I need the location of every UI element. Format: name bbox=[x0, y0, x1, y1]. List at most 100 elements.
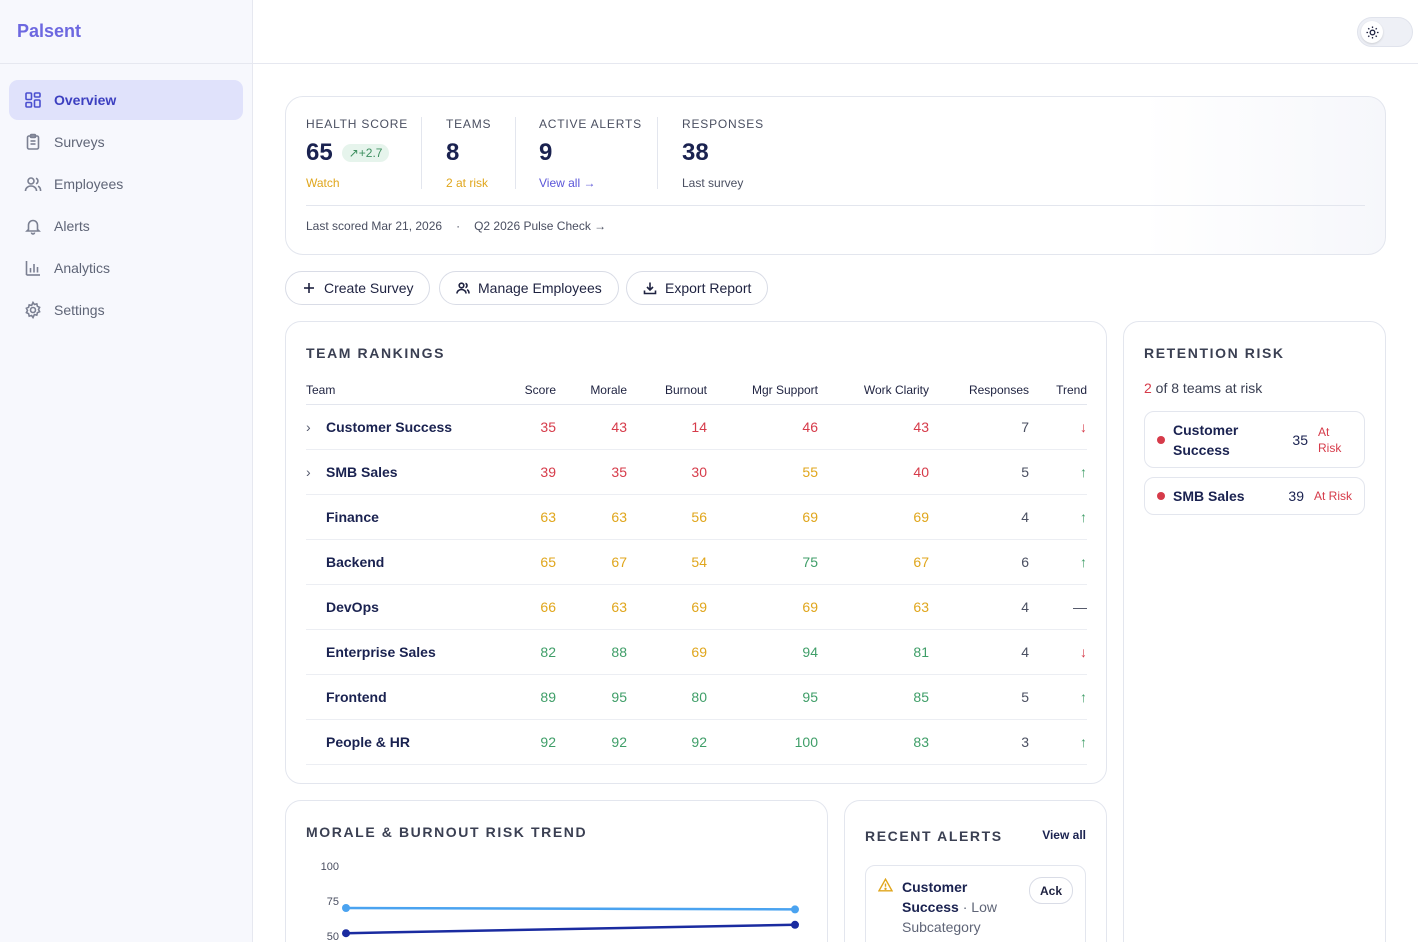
burnout-cell: 14 bbox=[627, 404, 707, 450]
score-cell: 89 bbox=[496, 674, 556, 720]
mgr-support-cell: 95 bbox=[707, 674, 818, 720]
chevron-right-icon[interactable]: › bbox=[306, 418, 311, 435]
sidebar-item-label: Surveys bbox=[54, 134, 105, 150]
teams-stat: TEAMS 8 2 at risk bbox=[446, 117, 491, 190]
team-cell: › SMB Sales bbox=[306, 449, 496, 495]
chevron-right-icon[interactable]: › bbox=[306, 463, 311, 480]
risk-item-smb-sales[interactable]: SMB Sales 39 At Risk bbox=[1144, 477, 1365, 515]
burnout-cell: 92 bbox=[627, 719, 707, 765]
sidebar-item-employees[interactable]: Employees bbox=[9, 164, 243, 204]
responses-value: 38 bbox=[682, 139, 709, 166]
stat-divider bbox=[421, 117, 422, 189]
tag-line: Risk bbox=[1318, 440, 1342, 455]
data-point[interactable] bbox=[342, 929, 350, 938]
stat-divider bbox=[657, 117, 658, 189]
sidebar-item-overview[interactable]: Overview bbox=[9, 80, 243, 120]
team-cell: Backend bbox=[306, 539, 496, 585]
work-clarity-cell: 63 bbox=[818, 584, 929, 630]
trend-cell: — bbox=[1029, 584, 1087, 630]
sun-icon bbox=[1361, 21, 1383, 43]
responses-cell: 4 bbox=[929, 494, 1029, 540]
theme-toggle[interactable] bbox=[1357, 17, 1413, 47]
team-name: Finance bbox=[326, 508, 379, 525]
card-title: TEAM RANKINGS bbox=[306, 345, 446, 361]
score-cell: 65 bbox=[496, 539, 556, 585]
ack-button[interactable]: Ack bbox=[1028, 877, 1073, 904]
bar-chart-icon bbox=[24, 259, 42, 277]
team-name-line: Customer bbox=[1173, 421, 1239, 438]
table-row: DevOps 66 63 69 69 63 4— bbox=[306, 584, 1087, 630]
column-header[interactable]: Trend bbox=[1029, 376, 1087, 405]
health-delta-badge: ↗+2.7 bbox=[341, 144, 390, 162]
burnout-cell: 69 bbox=[627, 584, 707, 630]
risk-dot bbox=[1157, 492, 1165, 500]
column-header[interactable]: Mgr Support bbox=[707, 376, 818, 405]
score-cell: 66 bbox=[496, 584, 556, 630]
column-header[interactable]: Score bbox=[496, 376, 556, 405]
work-clarity-cell: 81 bbox=[818, 629, 929, 675]
divider bbox=[306, 205, 1365, 206]
survey-link[interactable]: Q2 2026 Pulse Check → bbox=[474, 219, 607, 233]
risk-summary: 2 of 8 teams at risk bbox=[1144, 380, 1262, 396]
column-header[interactable]: Burnout bbox=[627, 376, 707, 405]
data-point[interactable] bbox=[342, 904, 350, 912]
sidebar-item-surveys[interactable]: Surveys bbox=[9, 122, 243, 162]
y-tick-label: 50 bbox=[327, 931, 339, 942]
active-alerts-stat: ACTIVE ALERTS 9 View all → bbox=[539, 117, 642, 190]
data-point[interactable] bbox=[791, 920, 799, 929]
alert-team: Success bbox=[902, 899, 959, 915]
table-row[interactable]: › Customer Success 35 43 14 46 43 7 ↓ bbox=[306, 404, 1087, 450]
delta-value: +2.7 bbox=[358, 146, 383, 160]
sidebar-item-settings[interactable]: Settings bbox=[9, 290, 243, 330]
app-logo[interactable]: Palsent bbox=[0, 0, 252, 64]
table-row: Backend 65 67 54 75 67 6 ↑ bbox=[306, 539, 1087, 585]
morale-cell: 63 bbox=[556, 584, 627, 630]
table-row[interactable]: › SMB Sales 39 35 30 55 40 5 ↑ bbox=[306, 449, 1087, 495]
stats-footer: Last scored Mar 21, 2026 · Q2 2026 Pulse… bbox=[306, 219, 606, 233]
morale-cell: 43 bbox=[556, 404, 627, 450]
team-name: SMB Sales bbox=[326, 463, 398, 480]
column-header[interactable]: Team bbox=[306, 376, 496, 405]
score-cell: 35 bbox=[496, 404, 556, 450]
team-cell: › Customer Success bbox=[306, 404, 496, 450]
responses-cell: 4 bbox=[929, 584, 1029, 630]
responses-cell: 4 bbox=[929, 629, 1029, 675]
trend-chart: 100 75 50 bbox=[321, 861, 799, 942]
team-name: People & HR bbox=[326, 733, 411, 750]
responses-cell: 5 bbox=[929, 674, 1029, 720]
team-name: Enterprise Sales bbox=[326, 643, 436, 660]
team-name: Customer Success bbox=[326, 418, 453, 435]
stat-divider bbox=[515, 117, 516, 189]
series-line-1 bbox=[345, 923, 796, 935]
alert-item[interactable]: Customer Success · Low Subcategory Ack bbox=[865, 865, 1086, 942]
team-cell: Finance bbox=[306, 494, 496, 540]
mgr-support-cell: 46 bbox=[707, 404, 818, 450]
team-cell: Frontend bbox=[306, 674, 496, 720]
table-body: › Customer Success 35 43 14 46 43 7 ↓ › SMB Sales 3… bbox=[306, 404, 1087, 765]
manage-employees-button[interactable]: Manage Employees bbox=[439, 271, 619, 305]
recent-alerts-card: RECENT ALERTS View all Customer Success … bbox=[844, 800, 1107, 942]
sidebar-item-analytics[interactable]: Analytics bbox=[9, 248, 243, 288]
view-all-alerts-link[interactable]: View all bbox=[1042, 828, 1086, 842]
alert-desc: Low bbox=[971, 899, 997, 915]
y-tick-label: 100 bbox=[321, 861, 339, 873]
risk-item-customer-success[interactable]: Customer Success 35 At Risk bbox=[1144, 411, 1365, 468]
column-header[interactable]: Work Clarity bbox=[818, 376, 929, 405]
sidebar-item-alerts[interactable]: Alerts bbox=[9, 206, 243, 246]
team-name-line: Success bbox=[1173, 441, 1230, 458]
trend-cell: ↑ bbox=[1029, 539, 1087, 585]
team-name: DevOps bbox=[326, 598, 379, 615]
create-survey-button[interactable]: Create Survey bbox=[285, 271, 431, 305]
stat-label: TEAMS bbox=[446, 117, 492, 131]
risk-team-name: SMB Sales bbox=[1173, 488, 1245, 504]
column-header[interactable]: Responses bbox=[929, 376, 1029, 405]
column-header[interactable]: Morale bbox=[556, 376, 627, 405]
export-report-button[interactable]: Export Report bbox=[626, 271, 769, 305]
responses-cell: 6 bbox=[929, 539, 1029, 585]
score-cell: 92 bbox=[496, 719, 556, 765]
button-label: Create Survey bbox=[324, 280, 414, 296]
data-point[interactable] bbox=[791, 905, 799, 914]
health-status: Watch bbox=[306, 176, 340, 190]
view-all-alerts-link[interactable]: View all → bbox=[539, 176, 596, 190]
mgr-support-cell: 69 bbox=[707, 494, 818, 540]
